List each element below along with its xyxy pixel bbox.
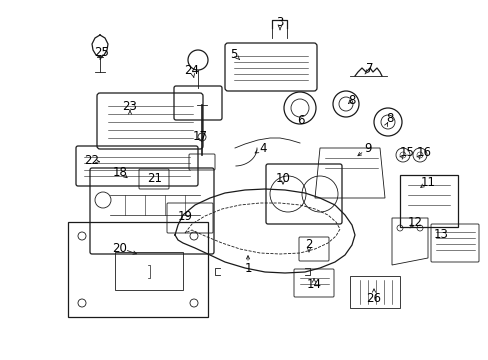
Text: 2: 2	[305, 238, 312, 251]
Text: 18: 18	[112, 166, 127, 179]
Text: 9: 9	[364, 141, 371, 154]
Text: 7: 7	[366, 62, 373, 75]
Text: 3: 3	[276, 15, 283, 28]
Text: 6: 6	[297, 113, 304, 126]
Text: 10: 10	[275, 171, 290, 185]
Text: 8: 8	[386, 112, 393, 125]
Text: 17: 17	[192, 130, 207, 143]
Text: 11: 11	[420, 176, 435, 189]
Text: 25: 25	[94, 45, 109, 59]
Text: 1: 1	[244, 261, 251, 274]
Text: 13: 13	[433, 228, 447, 240]
Text: 24: 24	[184, 63, 199, 77]
Text: 22: 22	[84, 153, 99, 166]
Text: 5: 5	[230, 48, 237, 60]
Text: 14: 14	[306, 278, 321, 291]
Text: 19: 19	[177, 210, 192, 222]
Text: 15: 15	[399, 145, 414, 158]
Text: 23: 23	[122, 99, 137, 113]
Text: 16: 16	[416, 145, 430, 158]
Text: 26: 26	[366, 292, 381, 305]
Text: 12: 12	[407, 216, 422, 229]
Text: 8: 8	[347, 94, 355, 107]
Text: 20: 20	[112, 242, 127, 255]
Text: 4: 4	[259, 141, 266, 154]
Text: 21: 21	[147, 171, 162, 185]
